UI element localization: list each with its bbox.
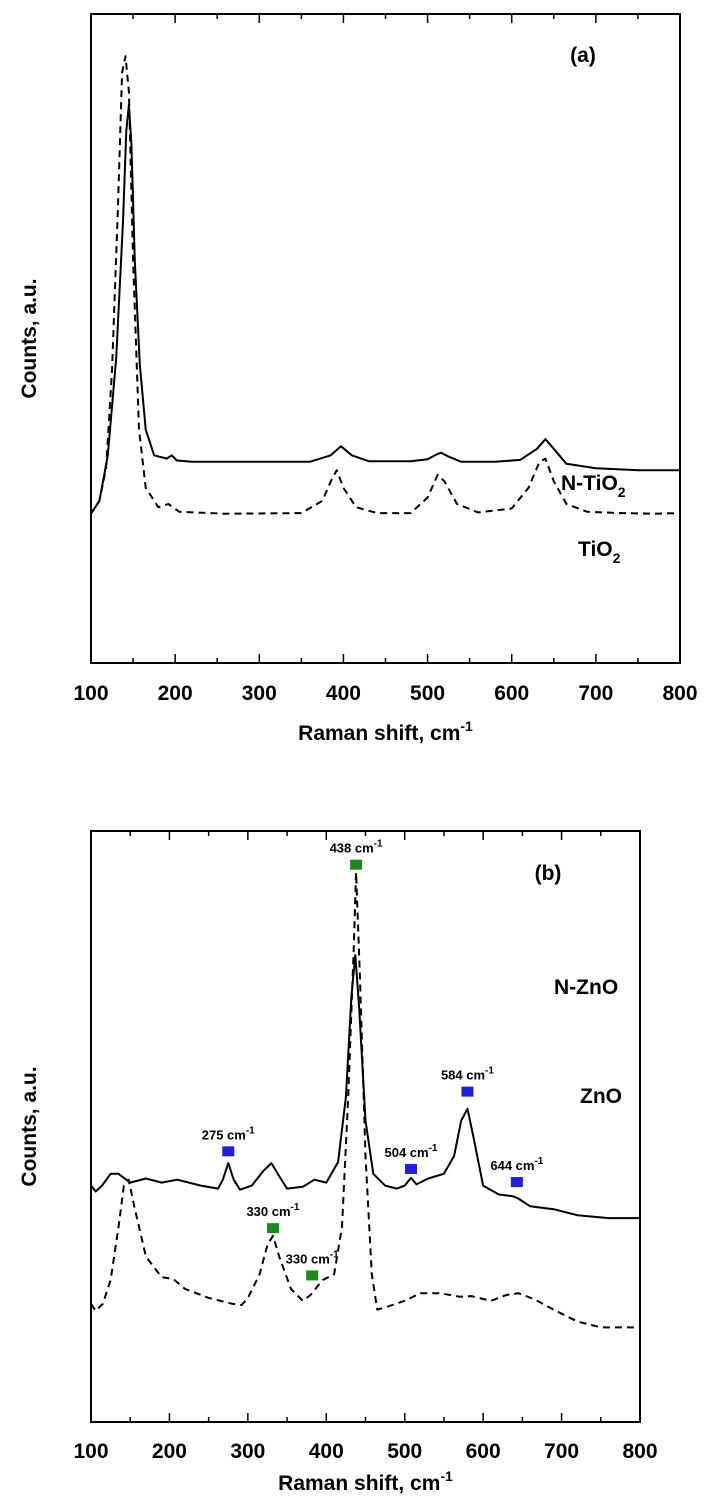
x-tick-label: 300	[230, 1440, 265, 1463]
peak-marker	[461, 1086, 474, 1097]
peak-marker	[510, 1177, 523, 1188]
series-label-text: ZnO	[580, 1085, 622, 1108]
peak-label: 504 cm-1	[384, 1143, 437, 1160]
x-tick-label: 400	[309, 1440, 344, 1463]
series-label: TiO2	[578, 538, 621, 566]
peak-label: 330 cm-1	[286, 1249, 339, 1266]
peak-marker	[222, 1146, 235, 1157]
series-line-n-tio	[90, 103, 680, 515]
peak-label-text: 275 cm	[202, 1127, 246, 1142]
series-label-sub: 2	[613, 550, 621, 566]
peak-label: 275 cm-1	[202, 1125, 255, 1142]
series-line-n-zno	[90, 954, 640, 1220]
y-axis-label: Counts, a.u.	[18, 278, 41, 398]
x-tick-label: 300	[242, 682, 277, 705]
x-tick-label: 600	[494, 682, 529, 705]
peak-label: 438 cm-1	[330, 839, 383, 856]
series-line-tio	[90, 55, 681, 515]
peak-marker	[350, 859, 363, 870]
series-label-text: N-TiO	[561, 472, 618, 495]
x-tick-label: 600	[466, 1440, 501, 1463]
plot-frame	[90, 13, 681, 664]
peak-marker	[404, 1164, 417, 1175]
panel-label: (b)	[535, 862, 562, 885]
peak-label-text: 438 cm	[330, 841, 374, 856]
peak-label-sup: -1	[246, 1125, 255, 1136]
peak-marker	[266, 1223, 279, 1234]
x-axis-label: Raman shift, cm-1	[278, 1468, 453, 1495]
x-tick-label: 700	[544, 1440, 579, 1463]
x-axis-label: Raman shift, cm-1	[298, 718, 473, 745]
series-label-text: N-ZnO	[554, 976, 618, 999]
x-tick-label: 200	[158, 682, 193, 705]
chart-panel-a: 100 200 300 400 500 600 700 800 Raman shift, cm-…	[18, 13, 698, 745]
series-label: N-TiO2	[561, 472, 626, 500]
x-tick-label: 400	[326, 682, 361, 705]
x-tick-label: 800	[622, 1440, 657, 1463]
peak-label-sup: -1	[330, 1249, 339, 1260]
series-line-zno	[90, 871, 640, 1329]
x-tick-label: 100	[73, 1440, 108, 1463]
x-axis-label-text: Raman shift, cm	[298, 722, 460, 745]
peak-label: 584 cm-1	[441, 1066, 494, 1083]
panel-label: (a)	[570, 44, 596, 67]
peak-label-sup: -1	[485, 1066, 494, 1077]
y-axis-label: Counts, a.u.	[18, 1066, 41, 1186]
series-label-text: TiO	[578, 538, 613, 561]
x-axis-label-sup: -1	[440, 1468, 453, 1484]
series-label: N-ZnO	[554, 976, 618, 999]
x-tick-label: 200	[152, 1440, 187, 1463]
peak-label-sup: -1	[534, 1156, 543, 1167]
x-axis-label-text: Raman shift, cm	[278, 1472, 440, 1495]
x-tick-label: 500	[410, 682, 445, 705]
x-tick-label: 700	[578, 682, 613, 705]
peak-label-text: 504 cm	[384, 1145, 428, 1160]
peak-label-text: 330 cm	[286, 1251, 330, 1266]
x-axis-label-sup: -1	[460, 718, 473, 734]
x-tick-label: 100	[73, 682, 108, 705]
peak-label-sup: -1	[429, 1143, 438, 1154]
series-label-sub: 2	[618, 484, 626, 500]
x-tick-label: 500	[387, 1440, 422, 1463]
x-tick-label: 800	[662, 682, 697, 705]
peak-label: 330 cm-1	[246, 1202, 299, 1219]
peak-label-text: 330 cm	[246, 1204, 290, 1219]
peak-label-text: 584 cm	[441, 1068, 485, 1083]
peak-label: 644 cm-1	[490, 1156, 543, 1173]
series-label: ZnO	[580, 1085, 622, 1108]
peak-label-sup: -1	[374, 839, 383, 850]
peak-label-sup: -1	[291, 1202, 300, 1213]
peak-marker	[306, 1270, 319, 1281]
peak-label-text: 644 cm	[490, 1158, 534, 1173]
